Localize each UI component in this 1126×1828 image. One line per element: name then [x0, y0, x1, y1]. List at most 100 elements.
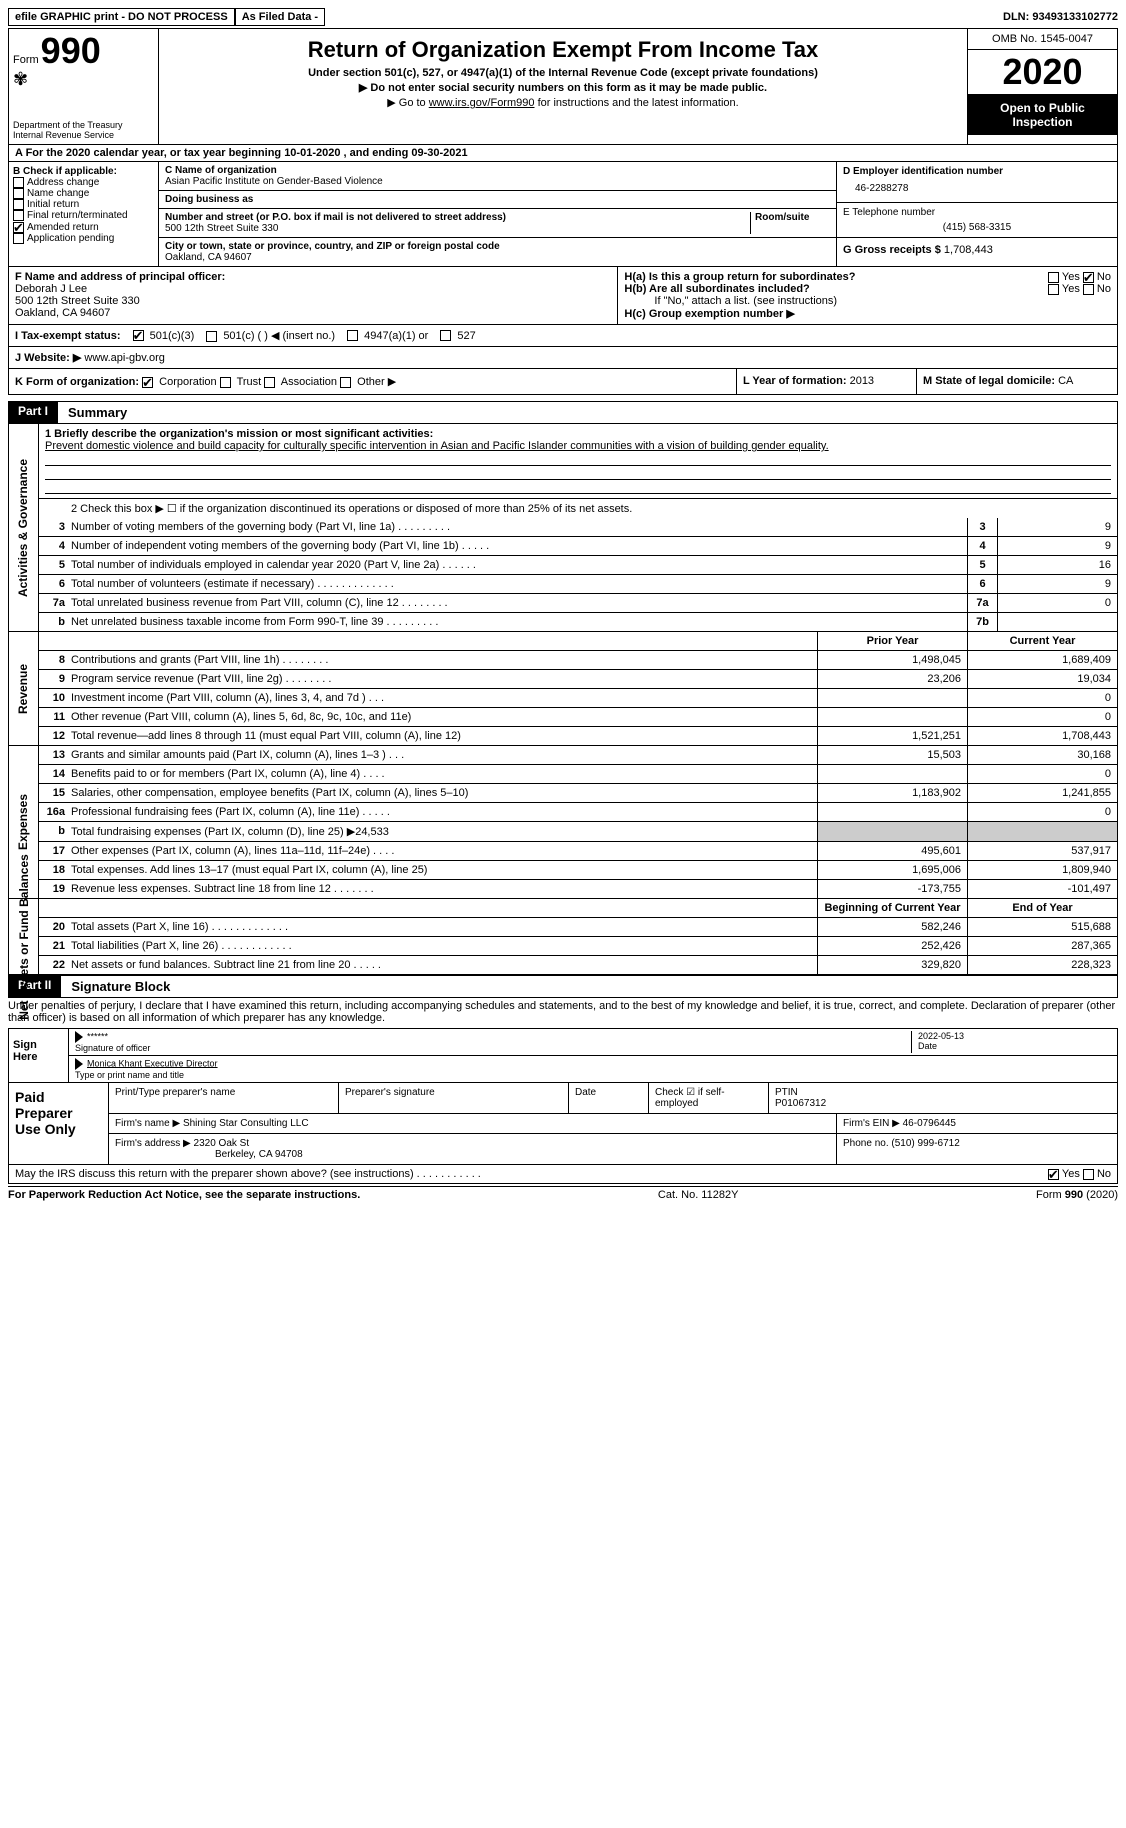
exp-vlabel: Expenses	[17, 794, 31, 850]
ha-no-checkbox[interactable]	[1083, 272, 1094, 283]
hb-no-checkbox[interactable]	[1083, 284, 1094, 295]
table-row: 6Total number of volunteers (estimate if…	[39, 575, 1117, 594]
discuss-yes-checkbox[interactable]	[1048, 1169, 1059, 1180]
firm-ein: 46-0796445	[903, 1118, 956, 1129]
tel-label: E Telephone number	[843, 207, 1111, 218]
gov-rows: 3Number of voting members of the governi…	[39, 518, 1117, 631]
hb-yes-checkbox[interactable]	[1048, 284, 1059, 295]
firm-city: Berkeley, CA 94708	[115, 1149, 303, 1160]
phone-label: Phone no.	[843, 1138, 889, 1149]
line-desc: Total expenses. Add lines 13–17 (must eq…	[67, 861, 817, 879]
table-row: 12Total revenue—add lines 8 through 11 (…	[39, 727, 1117, 745]
table-row: 21Total liabilities (Part X, line 26) . …	[39, 937, 1117, 956]
checkbox-label: Final return/terminated	[27, 211, 128, 222]
checkbox[interactable]	[13, 233, 24, 244]
declaration: Under penalties of perjury, I declare th…	[8, 998, 1118, 1026]
form-number: 990	[41, 33, 101, 69]
line-desc: Number of voting members of the governin…	[67, 518, 967, 536]
triangle-icon	[75, 1058, 83, 1070]
trust-checkbox[interactable]	[220, 377, 231, 388]
checkbox[interactable]	[13, 222, 24, 233]
line-desc: Revenue less expenses. Subtract line 18 …	[67, 880, 817, 898]
m-label: M State of legal domicile:	[923, 375, 1055, 387]
part1-label: Part I	[8, 401, 58, 424]
line-number: 12	[39, 727, 67, 745]
line-value	[997, 613, 1117, 631]
ha-yes-checkbox[interactable]	[1048, 272, 1059, 283]
prior-value: 1,695,006	[817, 861, 967, 879]
l-label: L Year of formation:	[743, 375, 847, 387]
j-label: J Website: ▶	[15, 352, 81, 364]
line-desc: Other revenue (Part VIII, column (A), li…	[67, 708, 817, 726]
asfiled-label: As Filed Data -	[235, 8, 325, 26]
current-value: 1,708,443	[967, 727, 1117, 745]
table-row: 9Program service revenue (Part VIII, lin…	[39, 670, 1117, 689]
dba-label: Doing business as	[165, 194, 830, 205]
line-number: 22	[39, 956, 67, 974]
current-value: -101,497	[967, 880, 1117, 898]
checkbox-row: Initial return	[13, 199, 154, 210]
line-number: b	[39, 613, 67, 631]
line-number: 17	[39, 842, 67, 860]
table-row: 20Total assets (Part X, line 16) . . . .…	[39, 918, 1117, 937]
line-box: 6	[967, 575, 997, 593]
line-desc: Total number of volunteers (estimate if …	[67, 575, 967, 593]
line-number: 11	[39, 708, 67, 726]
527-checkbox[interactable]	[440, 330, 451, 341]
phone-value: (510) 999-6712	[891, 1138, 959, 1149]
table-row: 7aTotal unrelated business revenue from …	[39, 594, 1117, 613]
table-row: bNet unrelated business taxable income f…	[39, 613, 1117, 631]
beg-year-header: Beginning of Current Year	[817, 899, 967, 917]
prior-value: 23,206	[817, 670, 967, 688]
current-value: 30,168	[967, 746, 1117, 764]
current-value: 515,688	[967, 918, 1117, 936]
city-label: City or town, state or province, country…	[165, 241, 830, 252]
officer-name-title: Monica Khant Executive Director	[87, 1058, 218, 1068]
line-desc: Grants and similar amounts paid (Part IX…	[67, 746, 817, 764]
line-desc: Total liabilities (Part X, line 26) . . …	[67, 937, 817, 955]
current-value: 287,365	[967, 937, 1117, 955]
exp-rows: 13Grants and similar amounts paid (Part …	[39, 746, 1117, 898]
corp-checkbox[interactable]	[142, 377, 153, 388]
table-row: 8Contributions and grants (Part VIII, li…	[39, 651, 1117, 670]
checkbox[interactable]	[13, 199, 24, 210]
discuss-no-checkbox[interactable]	[1083, 1169, 1094, 1180]
dept-treasury: Department of the Treasury	[13, 120, 154, 130]
assoc-checkbox[interactable]	[264, 377, 275, 388]
501c-checkbox[interactable]	[206, 331, 217, 342]
line-value: 0	[997, 594, 1117, 612]
line-number: 8	[39, 651, 67, 669]
line-desc: Contributions and grants (Part VIII, lin…	[67, 651, 817, 669]
line-number: 14	[39, 765, 67, 783]
501c3-checkbox[interactable]	[133, 330, 144, 341]
line-box: 4	[967, 537, 997, 555]
current-value: 228,323	[967, 956, 1117, 974]
line-desc: Investment income (Part VIII, column (A)…	[67, 689, 817, 707]
netassets-section: Net Assets or Fund Balances Beginning of…	[8, 899, 1118, 975]
omb-number: OMB No. 1545-0047	[968, 29, 1117, 50]
4947-checkbox[interactable]	[347, 330, 358, 341]
checkbox-row: Application pending	[13, 233, 154, 244]
governance-section: Activities & Governance 1 Briefly descri…	[8, 424, 1118, 632]
subtitle-2: ▶ Do not enter social security numbers o…	[167, 81, 959, 94]
officer-addr1: 500 12th Street Suite 330	[15, 295, 140, 307]
checkbox[interactable]	[13, 188, 24, 199]
room-label: Room/suite	[755, 212, 830, 223]
line-value: 16	[997, 556, 1117, 574]
line-box: 5	[967, 556, 997, 574]
gov-vlabel: Activities & Governance	[17, 458, 31, 596]
efile-label: efile GRAPHIC print - DO NOT PROCESS	[8, 8, 235, 26]
irs-link[interactable]: www.irs.gov/Form990	[429, 97, 535, 109]
sig-officer-label: Signature of officer	[75, 1043, 150, 1053]
ha-label: H(a) Is this a group return for subordin…	[624, 271, 855, 283]
table-row: 10Investment income (Part VIII, column (…	[39, 689, 1117, 708]
year-formation: 2013	[850, 375, 874, 387]
dept-irs: Internal Revenue Service	[13, 130, 154, 140]
table-row: 16aProfessional fundraising fees (Part I…	[39, 803, 1117, 822]
table-row: 14Benefits paid to or for members (Part …	[39, 765, 1117, 784]
checkbox[interactable]	[13, 177, 24, 188]
prior-value: 252,426	[817, 937, 967, 955]
dln: DLN: 93493133102772	[1003, 11, 1118, 23]
other-checkbox[interactable]	[340, 377, 351, 388]
line-value: 9	[997, 518, 1117, 536]
